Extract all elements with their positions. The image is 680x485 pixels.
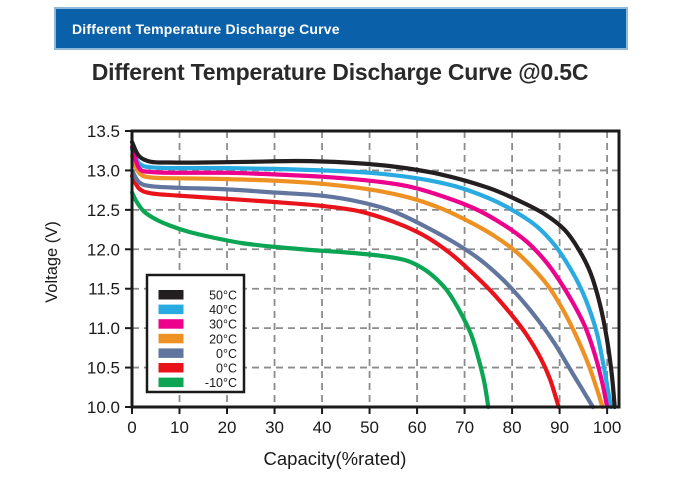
- plot-area: [130, 129, 621, 409]
- x-tick-label: 40: [313, 418, 332, 437]
- legend-swatch: [158, 319, 184, 329]
- curve-30C-2: [129, 144, 610, 410]
- legend-swatch: [158, 377, 184, 388]
- legend-label: 20°C: [209, 332, 237, 346]
- y-axis: 10.0 10.5 11.0 11.5 12.0 12.5 13.0 13.5 Voltage …: [43, 122, 132, 417]
- legend-label: 50°C: [209, 289, 237, 303]
- x-tick-label: 20: [218, 418, 237, 437]
- y-tick-label: 12.0: [87, 240, 120, 259]
- x-tick-label: 30: [265, 418, 284, 437]
- x-tick-label: 100: [593, 418, 621, 437]
- y-axis-title: Voltage (V): [43, 221, 61, 303]
- y-tick-label: 13.5: [87, 122, 120, 141]
- y-tick-label: 11.0: [88, 319, 120, 338]
- chart-title: Different Temperature Discharge Curve @0…: [91, 59, 589, 85]
- legend-label: 0°C: [216, 347, 237, 361]
- x-tick-label: 70: [455, 418, 474, 437]
- y-tick-label: 10.5: [87, 359, 120, 378]
- curves: [129, 139, 617, 410]
- x-tick-label: 80: [503, 418, 522, 437]
- y-tick-label: 12.5: [87, 201, 120, 220]
- legend-swatch: [158, 363, 184, 373]
- curve-20C-3: [129, 154, 605, 410]
- curve-0C-5: [129, 173, 561, 410]
- legend-label: 30°C: [209, 318, 237, 332]
- curve--10C-6: [129, 190, 491, 410]
- x-tick-label: 50: [360, 418, 379, 437]
- legend-label: 0°C: [216, 362, 237, 376]
- legend-label: -10°C: [205, 376, 237, 390]
- x-axis: 0 10 20 30 40 50 60 70 80 90 100 Capacity(%rated): [127, 407, 621, 469]
- x-tick-label: 10: [170, 418, 189, 437]
- x-tick-label: 0: [127, 418, 136, 437]
- legend-swatch: [158, 348, 184, 358]
- plot-border: [130, 129, 621, 409]
- x-tick-label: 60: [408, 418, 427, 437]
- y-tick-label: 10.0: [87, 398, 120, 417]
- legend-swatch: [158, 290, 184, 300]
- y-tick-label: 13.0: [87, 161, 120, 180]
- legend-swatch: [158, 333, 184, 344]
- curve-0C-4: [129, 168, 595, 410]
- x-tick-label: 90: [550, 418, 569, 437]
- y-tick-label: 11.5: [88, 280, 120, 299]
- legend-swatch: [158, 304, 184, 315]
- header-banner-text: Different Temperature Discharge Curve: [72, 20, 340, 37]
- curve-40C-1: [129, 147, 613, 410]
- legend-label: 40°C: [209, 303, 237, 317]
- legend: 50°C40°C30°C20°C0°C0°C-10°C: [145, 273, 246, 394]
- curve-50C-0: [129, 139, 617, 410]
- header-banner: Different Temperature Discharge Curve: [54, 7, 628, 50]
- x-axis-title: Capacity(%rated): [264, 448, 407, 469]
